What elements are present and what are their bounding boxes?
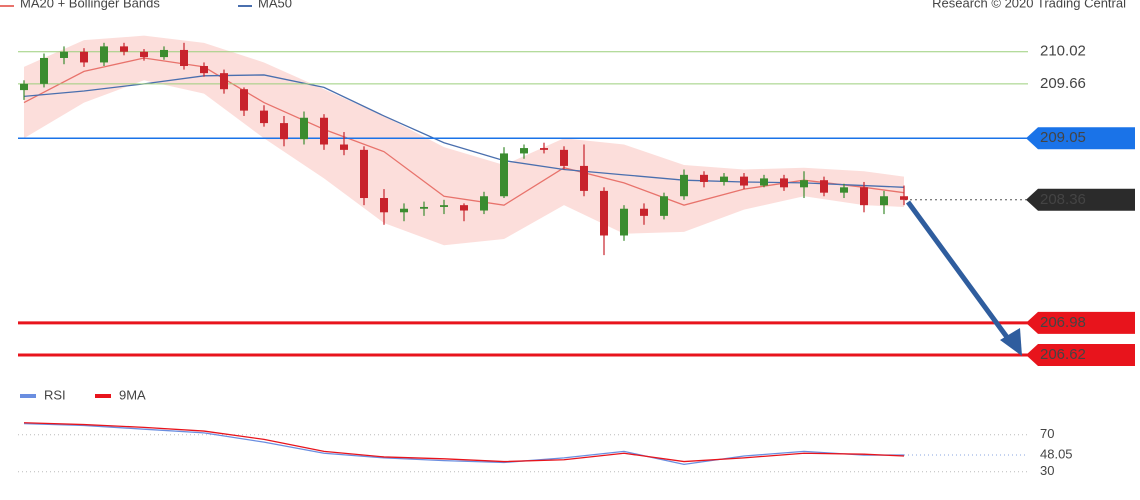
candle-body [880, 196, 888, 206]
candle-body [100, 46, 108, 63]
rsi-line [23, 423, 905, 466]
candle-body [260, 110, 268, 124]
candle-body [580, 165, 588, 191]
candle-body [640, 208, 648, 216]
candle-body [660, 196, 668, 216]
level-label: 206.98 [1040, 314, 1086, 331]
candle-body [200, 66, 208, 74]
candle-body [780, 178, 788, 188]
candle-body [240, 89, 248, 111]
candle-body [180, 49, 188, 67]
candle-body [700, 174, 708, 182]
candle-body [600, 190, 608, 236]
candle-body [20, 83, 28, 91]
candle-body [80, 51, 88, 63]
level-label: 208.36 [1040, 191, 1086, 208]
level-label-box [1026, 127, 1135, 150]
candle-body [740, 176, 748, 186]
legend-label: 9MA [119, 387, 146, 402]
candle-body [220, 73, 228, 90]
candle-body [440, 205, 448, 207]
legend-ma50: MA50 [258, 0, 292, 10]
candle-body [280, 123, 288, 140]
candle-body [560, 149, 568, 166]
candle-body [540, 148, 548, 150]
candle-body [360, 149, 368, 199]
level-label: 209.05 [1040, 129, 1086, 146]
candle-body [480, 196, 488, 211]
forecast-arrow [905, 200, 1015, 346]
candle-body [820, 180, 828, 193]
candle-body [800, 180, 808, 188]
rsi-tick-label: 70 [1040, 426, 1054, 441]
candle-body [40, 57, 48, 84]
candle-body [340, 144, 348, 150]
candle-body [420, 206, 428, 209]
rsi-tick-label: 30 [1040, 463, 1054, 478]
candle-body [460, 205, 468, 211]
source: Research © 2020 Trading Central [932, 0, 1126, 10]
candle-body [500, 153, 508, 197]
candle-body [840, 187, 848, 193]
candle-body [140, 51, 148, 58]
rsi-last-label: 48.05 [1040, 446, 1073, 461]
rsi-line [23, 422, 905, 463]
legend-ma20: MA20 + Bollinger Bands [20, 0, 160, 10]
candle-body [300, 117, 308, 140]
moving-average [23, 74, 905, 188]
candle-body [400, 208, 408, 213]
candle-body [320, 117, 328, 145]
candle-body [860, 187, 868, 206]
candle-body [760, 178, 768, 186]
level-label: 209.66 [1040, 75, 1086, 92]
legend-label: RSI [44, 387, 66, 402]
candle-body [520, 148, 528, 154]
candle-body [720, 176, 728, 182]
candle-body [120, 46, 128, 52]
level-label-box [1026, 311, 1135, 334]
candle-body [160, 49, 168, 58]
candle-body [900, 196, 908, 200]
level-label-box [1026, 188, 1135, 211]
candle-body [60, 51, 68, 58]
level-label: 206.62 [1040, 346, 1086, 363]
arrow-head [1000, 328, 1022, 356]
candle-body [380, 198, 388, 213]
candle-body [680, 174, 688, 197]
moving-average [23, 57, 905, 206]
level-label-box [1026, 344, 1135, 367]
level-label: 210.02 [1040, 43, 1086, 60]
candle-body [620, 208, 628, 236]
